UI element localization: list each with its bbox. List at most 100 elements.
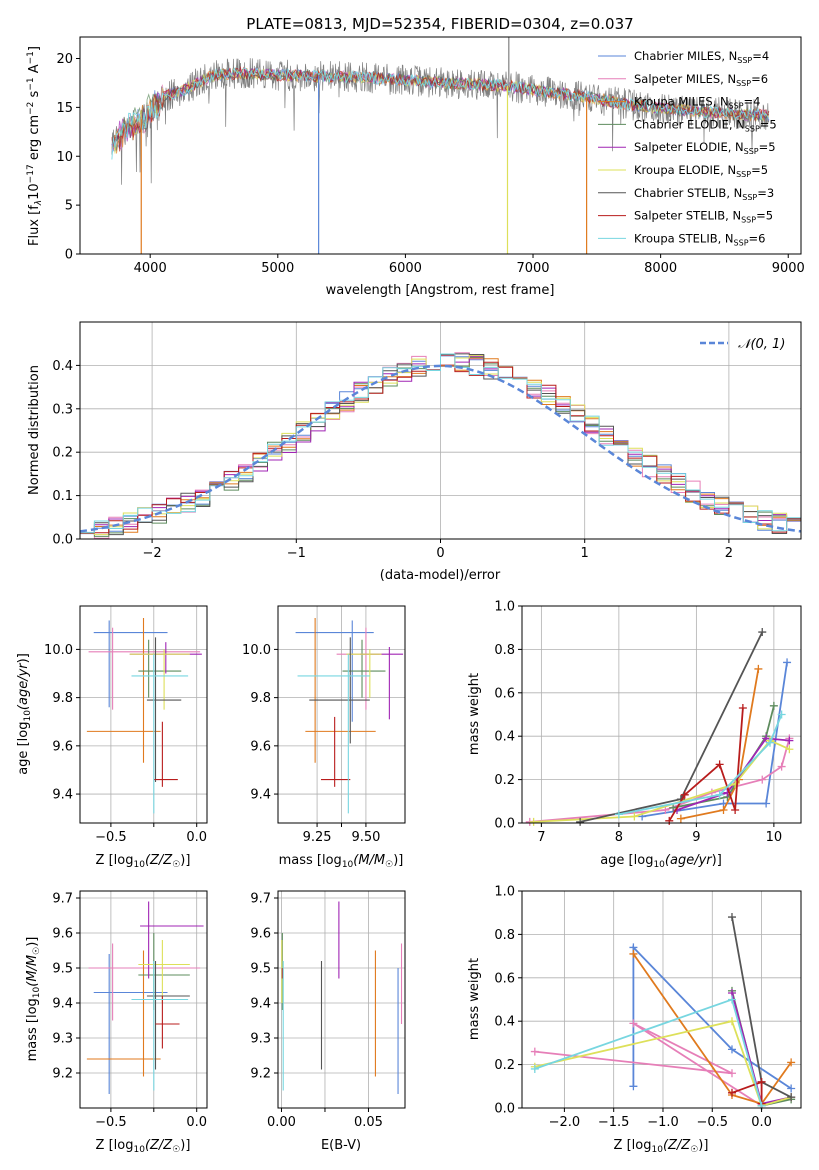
y-tick-label: 9.4 <box>52 997 73 1012</box>
z-weight-xlabel-sun: ☉ <box>690 1145 698 1155</box>
legend-label-text: Salpeter STELIB, N <box>634 209 741 223</box>
series-marker <box>719 805 728 814</box>
z-weight-xticks: −2.0 −1.5 −1.0 −0.5 0.0 <box>549 1108 772 1130</box>
series-marker <box>787 1084 796 1093</box>
age-weight-xlabel-close: )] <box>712 853 722 868</box>
legend-label-n: =4 <box>752 49 769 63</box>
legend-label: Chabrier ELODIE, NSSP=5 <box>634 117 777 133</box>
x-tick-label: −0.5 <box>95 830 127 845</box>
z-age-ylabel-rest: (age/yr <box>16 662 31 710</box>
series-marker <box>757 1077 766 1086</box>
legend-label: Kroupa MILES, NSSP=4 <box>634 95 760 111</box>
series-marker <box>787 1058 796 1067</box>
z-mass-ylabel-part: mass [log <box>25 998 40 1061</box>
series-marker <box>731 805 740 814</box>
ebv-mass-xlabel: E(B-V) <box>321 1138 361 1153</box>
spectrum-ylabel-exp1: −17 <box>26 164 36 183</box>
x-tick-label: 9000 <box>772 261 805 276</box>
z-age-xticks: −0.5 0.0 <box>95 823 207 845</box>
y-tick-label: 9.2 <box>52 1067 73 1082</box>
z-mass-xlabel-sun: ☉ <box>172 1145 180 1155</box>
ebv-mass-xticks: 0.00 0.05 <box>267 1108 383 1130</box>
legend-label-text: Chabrier MILES, N <box>634 49 737 63</box>
x-tick-label: 5000 <box>261 261 294 276</box>
y-tick-label: 0 <box>65 248 73 263</box>
z-age-ylabel-sub: 10 <box>23 710 33 722</box>
series-marker <box>629 949 638 958</box>
x-tick-label: 8 <box>615 830 623 845</box>
series-marker <box>727 1069 736 1078</box>
legend-label-n: =3 <box>757 186 774 200</box>
spectrum-yticks: 0 5 10 15 20 <box>56 52 80 263</box>
legend-label: Kroupa STELIB, NSSP=6 <box>634 231 765 247</box>
spectrum-ylabel-close: ] <box>27 46 42 51</box>
x-tick-label: 0 <box>436 546 444 561</box>
z-age-ylabel: age [log10(age/yr)] <box>16 653 33 775</box>
z-age-xlabel: Z [log10(Z/Z☉)] <box>96 853 191 870</box>
legend-label-sub: SSP <box>744 147 759 156</box>
z-mass-xticks: −0.5 0.0 <box>95 1108 207 1130</box>
mass-age-xlabel-rest: (M/M <box>353 853 385 868</box>
x-tick-label: 7000 <box>516 261 549 276</box>
y-tick-label: 9.8 <box>250 691 271 706</box>
x-tick-label: 2 <box>725 546 733 561</box>
mass-age-yticks: 9.4 9.6 9.8 10.0 <box>242 643 278 803</box>
series-line <box>534 1020 792 1107</box>
z-weight-xlabel-close: )] <box>698 1138 708 1153</box>
series-marker <box>630 812 639 821</box>
x-tick-label: −2.0 <box>549 1115 581 1130</box>
spectrum-ylabel-exp2: −2 <box>26 102 36 115</box>
series-marker <box>758 628 767 637</box>
series-marker <box>680 790 689 799</box>
y-tick-label: 9.3 <box>250 1032 271 1047</box>
spectrum-title: PLATE=0813, MJD=52354, FIBERID=0304, z=0… <box>246 15 633 33</box>
x-tick-label: 9.50 <box>351 830 380 845</box>
legend-label-n: =5 <box>751 163 768 177</box>
ebv-mass-yticks: 9.2 9.3 9.4 9.5 9.6 9.7 <box>250 892 278 1082</box>
mass-age-xlabel-close: )] <box>393 853 403 868</box>
legend-label-sub: SSP <box>736 170 751 179</box>
y-tick-label: 0.8 <box>494 643 515 658</box>
x-tick-label: −0.5 <box>95 1115 127 1130</box>
mass-age-xlabel-sun: ☉ <box>385 860 393 870</box>
z-weight-frame <box>521 890 802 1109</box>
spectrum-ylabel-exp4: −1 <box>26 51 36 64</box>
z-weight-yticks: 0.0 0.2 0.4 0.6 0.8 1.0 <box>494 885 522 1117</box>
series-marker <box>629 1082 638 1091</box>
x-tick-label: −1.0 <box>647 1115 679 1130</box>
age-weight-xlabel-sub: 10 <box>653 860 665 870</box>
y-tick-label: 9.6 <box>52 927 73 942</box>
legend-label-n: =5 <box>760 117 777 131</box>
z-age-panel: −0.5 0.0 9.49.69.810.0 Z [log10(Z/Z☉)] ag… <box>16 605 208 870</box>
y-tick-label: 10.0 <box>242 643 271 658</box>
series-marker <box>785 736 794 745</box>
legend-label-text: Kroupa STELIB, N <box>634 231 734 245</box>
series-line <box>641 662 788 818</box>
y-tick-label: 0.0 <box>52 533 73 548</box>
legend-label-sub: SSP <box>737 56 752 65</box>
series-marker <box>715 790 724 799</box>
z-age-ylabel-close: )] <box>16 653 31 663</box>
series-line <box>680 668 760 820</box>
spectrum-xticks: 4000 5000 6000 7000 8000 9000 <box>134 254 805 276</box>
ebv-mass-errorbars <box>281 901 403 1094</box>
residuals-bars <box>80 352 801 539</box>
z-weight-xlabel-part: Z [log <box>614 1138 652 1153</box>
legend-label-text: Salpeter ELODIE, N <box>634 140 744 154</box>
series-marker <box>576 817 585 826</box>
z-mass-xlabel-part: Z [log <box>96 1138 134 1153</box>
mass-age-panel: 9.25 9.50 9.4 9.6 9.8 10.0 mass [log10(M/M☉)… <box>242 605 406 870</box>
series-marker <box>738 703 747 712</box>
z-mass-frame <box>79 890 208 1109</box>
y-tick-label: 10 <box>56 150 73 165</box>
series-marker <box>727 995 736 1004</box>
series-marker <box>614 810 623 819</box>
series-marker <box>766 738 774 747</box>
z-mass-ylabel-close: )] <box>25 937 40 947</box>
y-tick-label: 9.8 <box>52 691 73 706</box>
z-mass-ylabel-sub: 10 <box>32 986 42 998</box>
legend-label: Chabrier MILES, NSSP=4 <box>634 49 769 65</box>
mass-age-xlabel-sub: 10 <box>342 860 354 870</box>
residuals-ylabel: Normed distribution <box>27 365 42 495</box>
